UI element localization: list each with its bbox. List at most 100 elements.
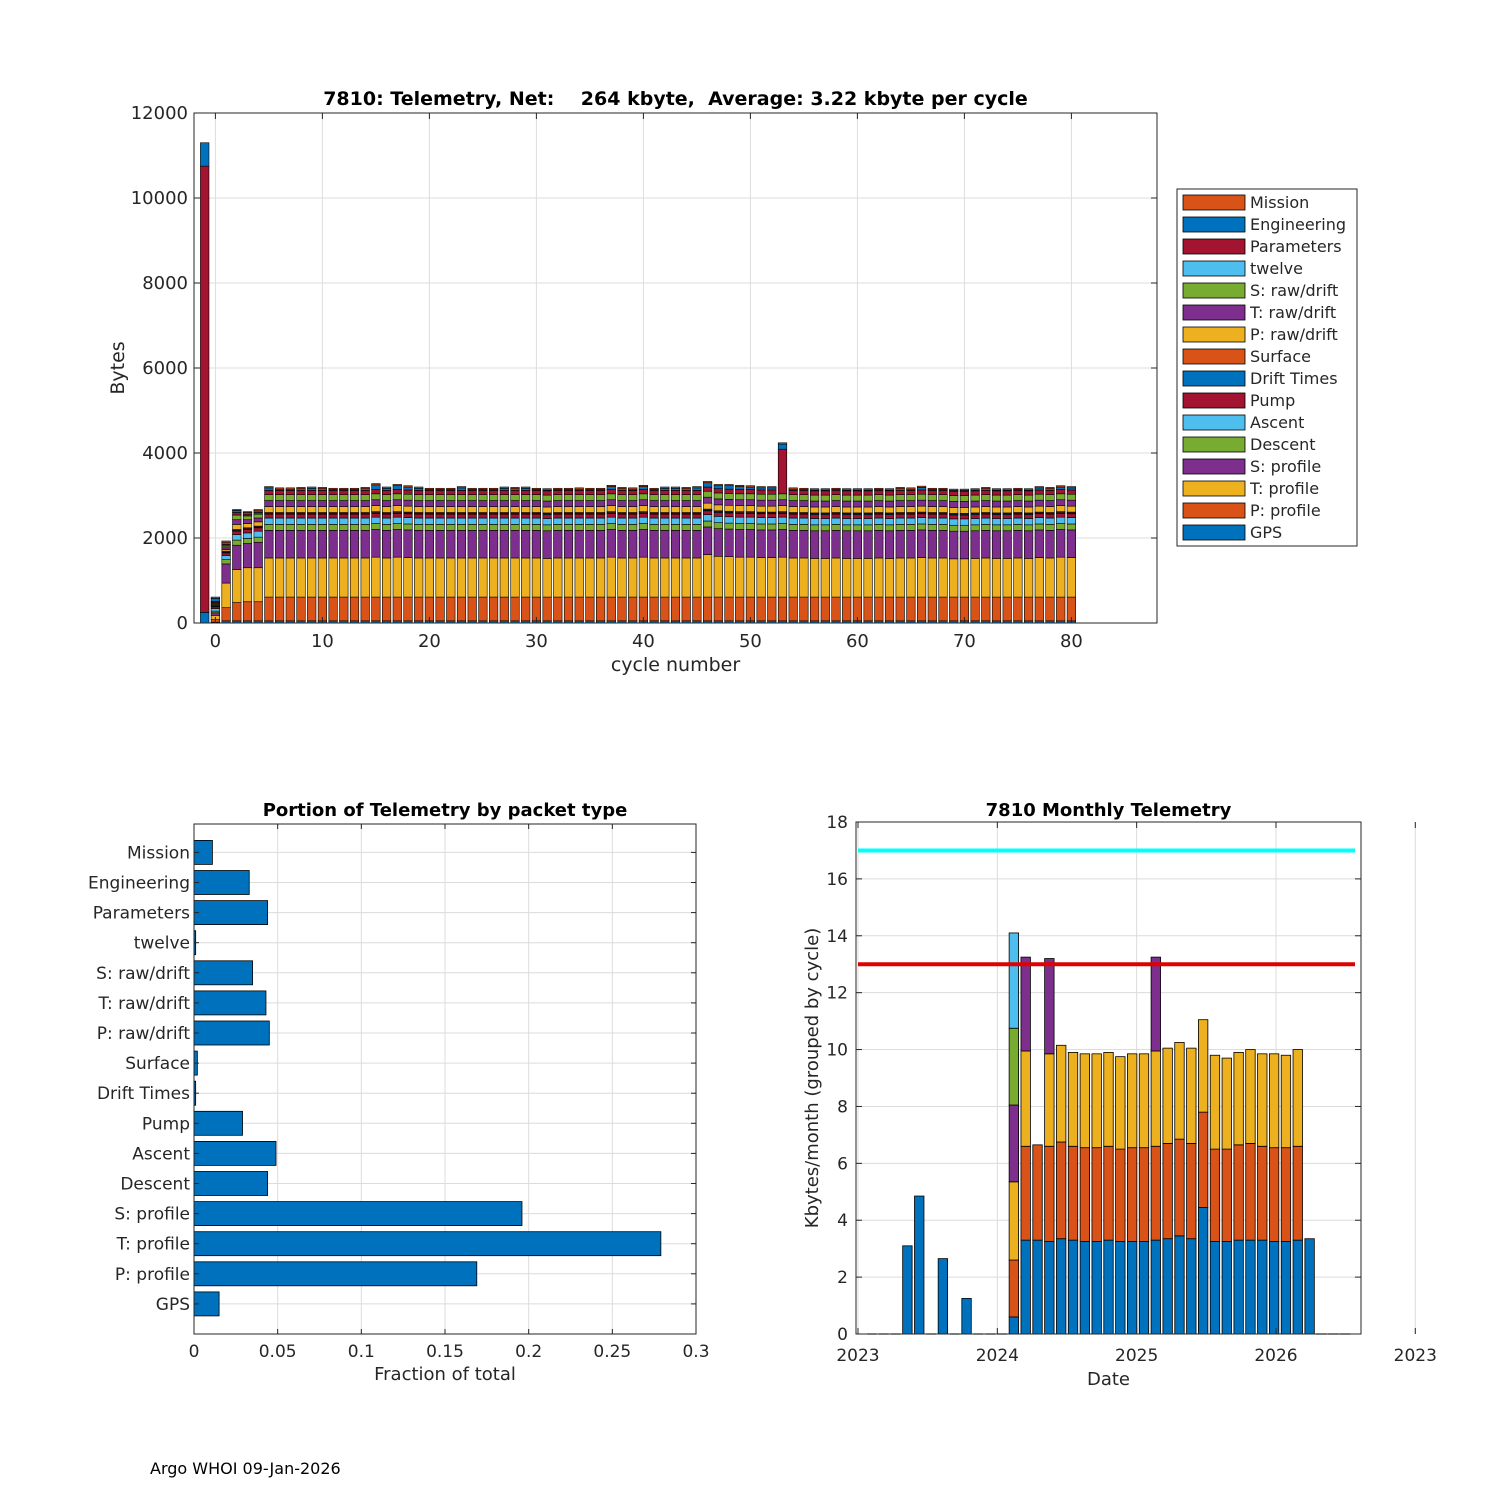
bar-segment-cycle-24-ascent [467, 517, 477, 525]
bar-segment-cycle-26-pump [489, 513, 499, 519]
bar-segment-cycle-39-pump [628, 513, 638, 519]
bar-segment-cycle-41-p-raw-drift [649, 506, 659, 513]
bar-segment-cycle-77-s-raw-drift [1034, 493, 1044, 501]
bar-segment-cycle-62-parameters [874, 490, 884, 495]
bar-segment-cycle-9-ascent [307, 517, 317, 525]
bar-segment-cycle-19-mission [414, 486, 424, 489]
bar-segment-cycle-65-t-profile [906, 557, 916, 598]
month-bar-segment [1103, 1052, 1114, 1147]
bar-segment-cycle-21-s-raw-drift [435, 494, 445, 501]
month-bar-segment [1162, 1143, 1173, 1240]
bar-segment-cycle-24-descent [467, 524, 477, 531]
bar-segment-cycle-52-pump [767, 513, 777, 518]
bar-segment-cycle-72-t-profile [981, 557, 991, 598]
bar-segment-cycle-16-mission [382, 486, 392, 489]
bar-segment-cycle-19-engineering [414, 487, 424, 491]
bar-segment-cycle-78-t-raw-drift [1045, 500, 1055, 507]
bar-segment-cycle-46-pump [703, 510, 713, 515]
bar-segment-cycle-39-p-raw-drift [628, 506, 638, 513]
bar-segment-cycle-17-mission [392, 484, 402, 487]
bar-segment-cycle-28-t-profile [510, 557, 520, 598]
x-tick-label: 2024 [976, 1346, 1019, 1366]
bar-segment-cycle-71-t-raw-drift [970, 500, 980, 508]
bar-segment-cycle-4-s-profile [253, 541, 263, 569]
bar-segment-cycle-15-parameters [371, 489, 381, 495]
category-label: Descent [120, 1175, 190, 1195]
bar-segment-cycle-53-pump [777, 513, 788, 518]
bar-segment-cycle-25-descent [478, 524, 488, 531]
bar-segment-cycle-46-t-raw-drift [703, 496, 713, 504]
bar-segment-cycle-58-s-profile [831, 530, 841, 559]
bar-segment-cycle-60-t-profile [852, 558, 862, 598]
month-bar-segment [1079, 1147, 1090, 1242]
bar-segment-cycle-54-pump [788, 513, 798, 519]
bar-segment-cycle-52-p-profile [767, 596, 777, 622]
x-tick-label: 0.15 [426, 1342, 464, 1362]
bar-segment-cycle-50-engineering [745, 486, 755, 490]
bar-segment-cycle-71-ascent [970, 518, 980, 526]
bar-segment-cycle-59-s-raw-drift [842, 494, 852, 502]
bar-segment-cycle-40-s-profile [638, 529, 648, 558]
bar-segment-cycle-44-p-raw-drift [681, 506, 691, 513]
bar-segment-cycle-51-p-profile [756, 596, 766, 622]
bar-segment-cycle-38-t-profile [617, 557, 627, 598]
bar-segment-cycle-33-pump [563, 513, 574, 519]
bar-segment-cycle-57-t-raw-drift [820, 500, 830, 508]
bar-segment-cycle-68-p-raw-drift [938, 506, 948, 513]
bar-segment-cycle-69-s-raw-drift [949, 495, 959, 502]
month-bar-segment [1174, 1042, 1185, 1140]
bar-segment-cycle-7-mission [285, 487, 295, 490]
bar-segment-cycle-54-s-profile [788, 530, 798, 559]
bar-segment-cycle-20-t-raw-drift [424, 500, 434, 507]
bar-engineering [193, 870, 250, 895]
bar-segment-cycle-35-mission [585, 487, 595, 490]
bar-segment-cycle-24-t-profile [467, 557, 477, 598]
bar-segment-cycle-30-mission [531, 487, 541, 490]
bar-segment-cycle-31-ascent [542, 518, 552, 526]
bar-segment-cycle-55-t-profile [799, 557, 809, 598]
bar-segment-cycle-70-s-profile [959, 530, 969, 560]
bar-segment-cycle-7-t-raw-drift [285, 500, 295, 507]
x-tick-label: 60 [846, 631, 869, 652]
bar-segment-cycle-31-p-raw-drift [542, 506, 552, 514]
bar-segment-cycle-6-mission [275, 487, 285, 490]
bar-segment-cycle-23-s-profile [456, 530, 467, 559]
x-tick-label: 30 [525, 631, 548, 652]
month-bar-segment [1233, 1052, 1244, 1146]
month-bar-segment [1008, 1181, 1019, 1261]
legend-swatch [1182, 238, 1246, 255]
bar-segment-cycle-32-s-profile [553, 530, 563, 559]
bar-segment-cycle-35-ascent [585, 517, 595, 525]
bar-segment-cycle-25-t-profile [478, 557, 488, 598]
bar-segment-cycle-75-t-raw-drift [1013, 500, 1023, 507]
bar-segment-cycle-28-t-raw-drift [510, 500, 520, 507]
bar-segment-cycle-33-p-raw-drift [563, 506, 574, 513]
bar-segment-cycle-72-descent [981, 524, 991, 531]
bar-segment-cycle-35-t-raw-drift [585, 500, 595, 507]
bar-segment-cycle-16-p-raw-drift [382, 506, 392, 513]
bar-segment-cycle-12-pump [339, 513, 349, 519]
bar-segment-cycle-53-parameters [777, 448, 788, 495]
bar-segment-cycle-69-t-profile [949, 558, 959, 598]
bar-segment-cycle-69-p-raw-drift [949, 507, 959, 514]
bar-segment-cycle-40-t-profile [638, 556, 648, 598]
bar-segment-cycle-46-t-profile [703, 554, 713, 598]
x-tick-label: 80 [1060, 631, 1083, 652]
bar-segment-cycle-4-ascent [253, 530, 263, 538]
bar-segment-cycle-5-p-raw-drift [264, 506, 274, 513]
bar-segment-cycle-49-pump [735, 513, 745, 518]
bar-segment-cycle-75-descent [1013, 524, 1023, 531]
bar-segment-cycle-9-pump [307, 513, 317, 519]
bar-segment-cycle-38-pump [617, 513, 627, 519]
bar-segment-cycle-66-t-raw-drift [917, 499, 927, 507]
bar-segment-cycle-59-s-profile [842, 530, 852, 559]
bar-segment-cycle-29-s-profile [521, 530, 531, 559]
bar-segment-cycle-44-s-profile [681, 530, 691, 559]
bar-segment-cycle-57-s-profile [820, 530, 830, 559]
bar-segment-cycle-31-t-profile [542, 558, 552, 598]
bar-segment-cycle-11-pump [328, 513, 338, 519]
bar-segment-cycle-13-s-raw-drift [349, 494, 360, 501]
bar-segment-cycle-69-parameters [949, 490, 959, 496]
bar-segment-cycle-15-p-profile [371, 596, 381, 622]
bar-segment-cycle-24-parameters [467, 490, 477, 495]
